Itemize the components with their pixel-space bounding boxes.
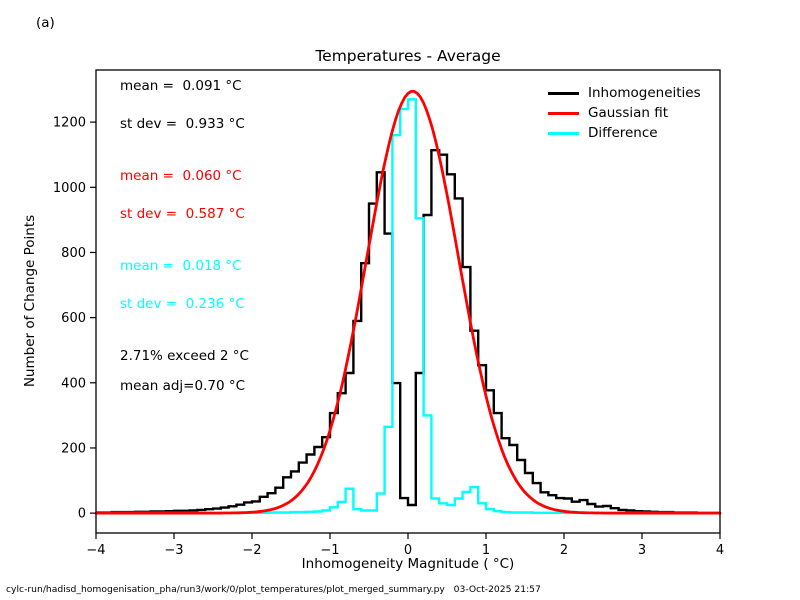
x-tick-label: 4 [716, 543, 724, 558]
axes-frame [95, 69, 721, 534]
x-tick-label: −3 [164, 543, 183, 558]
legend-row-inhomogeneities: Inhomogeneities [548, 83, 701, 103]
y-tick-label: 400 [61, 376, 86, 391]
source-path-caption: cylc-run/hadisd_homogenisation_pha/run3/… [6, 584, 541, 595]
x-tick-label: 2 [560, 543, 568, 558]
x-tick-label: 0 [404, 543, 412, 558]
legend-row-difference: Difference [548, 123, 701, 143]
legend-line-swatch-red [548, 111, 579, 115]
legend-row-gaussian-fit: Gaussian fit [548, 103, 701, 123]
y-axis-label: Number of Change Points [22, 214, 38, 388]
legend-label-difference: Difference [588, 125, 658, 141]
legend-line-swatch-black [548, 91, 579, 95]
gaussian-fit-curve [94, 90, 722, 515]
legend-line-swatch-cyan [548, 131, 579, 135]
stat-fit-stdev: st dev = 0.587 °C [120, 206, 245, 222]
x-axis-label: Inhomogeneity Magnitude ( °C) [301, 556, 515, 572]
panel-label: (a) [36, 15, 55, 31]
y-tick-label: 0 [78, 507, 86, 522]
y-tick-label: 800 [61, 246, 86, 261]
x-tick-label: −2 [242, 543, 261, 558]
chart-title: Temperatures - Average [315, 47, 501, 65]
y-tick-label: 1200 [53, 116, 86, 131]
y-tick-label: 200 [61, 441, 86, 456]
y-tick-label: 1000 [53, 181, 86, 196]
x-tick-label: −4 [86, 543, 105, 558]
histogram-inhomogeneities [96, 149, 720, 514]
x-tick-label: 3 [638, 543, 646, 558]
x-tick-label: −1 [320, 543, 339, 558]
stat-diff-stdev: st dev = 0.236 °C [120, 296, 245, 312]
legend: Inhomogeneities Gaussian fit Difference [548, 83, 701, 143]
legend-label-gaussian-fit: Gaussian fit [588, 105, 669, 121]
stat-fit-mean: mean = 0.060 °C [120, 168, 242, 184]
stat-all-mean: mean = 0.091 °C [120, 78, 242, 94]
x-tick-label: 1 [482, 543, 490, 558]
stat-mean-adj: mean adj=0.70 °C [120, 378, 246, 394]
stat-diff-mean: mean = 0.018 °C [120, 258, 242, 274]
y-tick-label: 600 [61, 311, 86, 326]
stat-all-stdev: st dev = 0.933 °C [120, 116, 245, 132]
stat-exceed: 2.71% exceed 2 °C [120, 348, 249, 364]
legend-label-inhomogeneities: Inhomogeneities [588, 85, 701, 101]
